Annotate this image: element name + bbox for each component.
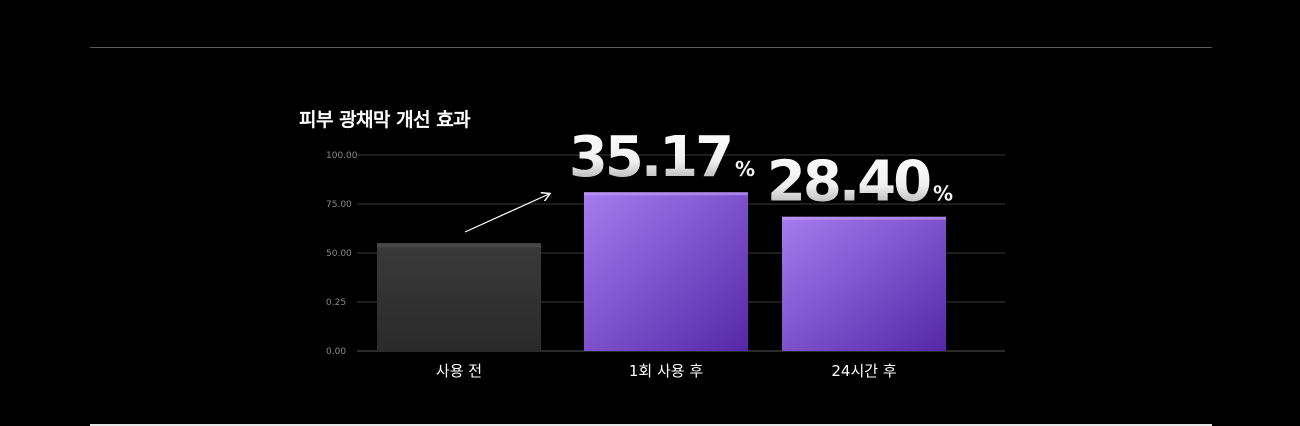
bar-2 <box>584 192 748 351</box>
annotation-unit: % <box>933 182 953 206</box>
y-tick-label: 0.00 <box>326 347 346 357</box>
annotation-unit: % <box>735 157 755 181</box>
y-tick-label: 100.00 <box>326 151 358 161</box>
trend-arrow <box>464 194 549 233</box>
x-category-label: 24시간 후 <box>831 362 896 380</box>
bar-3 <box>782 216 946 351</box>
top-divider <box>90 47 1212 48</box>
annotation-number: 28.40 <box>767 150 930 215</box>
y-tick-label: 0.25 <box>326 298 346 308</box>
chart-title: 피부 광채막 개선 효과 <box>299 109 471 131</box>
y-tick-label: 75.00 <box>326 200 352 210</box>
y-tick-label: 50.00 <box>326 249 352 259</box>
bar-top-highlight <box>377 243 541 248</box>
bar-top-highlight <box>782 216 946 220</box>
annotation-number: 35.17 <box>569 125 731 190</box>
value-annotation: 28.40% <box>767 150 953 215</box>
bottom-divider <box>90 424 1212 426</box>
bar-top-highlight <box>584 192 748 196</box>
bar-1 <box>377 243 541 351</box>
x-category-label: 1회 사용 후 <box>629 362 703 380</box>
x-category-label: 사용 전 <box>436 362 482 380</box>
value-annotation: 35.17% <box>569 125 755 190</box>
